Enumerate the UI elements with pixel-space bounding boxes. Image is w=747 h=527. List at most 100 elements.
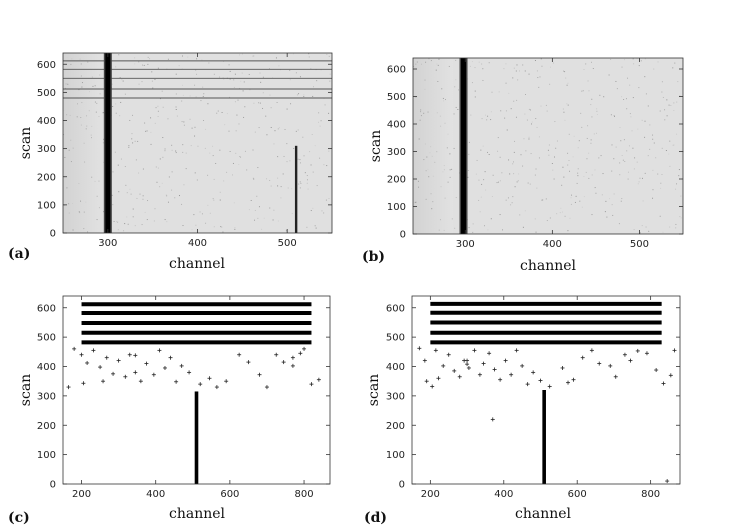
noise-speck (320, 69, 322, 71)
noise-speck (478, 179, 480, 181)
noise-speck (455, 59, 457, 61)
noise-speck (591, 98, 593, 100)
noise-speck (291, 213, 293, 215)
noise-speck (556, 213, 558, 215)
noise-speck (590, 142, 592, 144)
noise-speck (469, 65, 471, 67)
noise-speck (233, 202, 235, 204)
noise-speck (96, 195, 98, 197)
noise-speck (205, 222, 207, 224)
noise-speck (676, 183, 678, 185)
noise-speck (164, 150, 166, 152)
panel-b-ticks: 300 400 500 0 100 200 300 400 500 600 (387, 58, 683, 250)
noise-speck (80, 200, 82, 202)
noise-speck (306, 182, 308, 184)
point (151, 372, 156, 377)
noise-speck (497, 150, 499, 152)
noise-speck (312, 171, 314, 173)
point (417, 346, 422, 351)
noise-speck (81, 86, 83, 88)
noise-speck (121, 79, 123, 81)
noise-speck (669, 226, 671, 228)
noise-speck (438, 229, 440, 231)
point (525, 382, 530, 387)
noise-speck (120, 101, 122, 103)
noise-speck (257, 217, 259, 219)
noise-speck (84, 161, 86, 163)
point (104, 355, 109, 360)
noise-speck (80, 75, 82, 77)
noise-speck (233, 79, 235, 81)
noise-speck (81, 102, 83, 104)
noise-speck (286, 108, 288, 110)
noise-speck (72, 229, 74, 231)
noise-speck (627, 171, 629, 173)
noise-speck (270, 126, 272, 128)
noise-speck (575, 195, 577, 197)
noise-speck (527, 182, 529, 184)
bright-column (105, 53, 111, 233)
noise-speck (416, 61, 418, 63)
noise-speck (595, 132, 597, 134)
point (520, 363, 525, 368)
noise-speck (604, 211, 606, 213)
noise-speck (243, 81, 245, 83)
noise-speck (321, 210, 323, 212)
noise-speck (165, 194, 167, 196)
noise-speck (563, 176, 565, 178)
noise-speck (278, 65, 280, 67)
noise-speck (117, 164, 119, 166)
point (538, 378, 543, 383)
noise-speck (475, 173, 477, 175)
noise-speck (98, 207, 100, 209)
y-tick-label: 0 (50, 480, 56, 491)
noise-speck (431, 208, 433, 210)
x-tick-label: 500 (630, 239, 649, 250)
point (133, 353, 138, 358)
noise-speck (636, 161, 638, 163)
point (613, 374, 618, 379)
noise-speck (147, 200, 149, 202)
noise-speck (545, 104, 547, 106)
noise-speck (273, 209, 275, 211)
noise-speck (659, 110, 661, 112)
noise-speck (72, 202, 74, 204)
y-tick-label: 500 (37, 333, 56, 344)
noise-speck (649, 148, 651, 150)
noise-speck (314, 225, 316, 227)
noise-speck (479, 211, 481, 213)
noise-speck (621, 96, 623, 98)
noise-speck (596, 114, 598, 116)
noise-speck (222, 77, 224, 79)
noise-speck (297, 129, 299, 131)
noise-speck (519, 70, 521, 72)
noise-speck (424, 79, 426, 81)
noise-speck (548, 144, 550, 146)
noise-speck (126, 216, 128, 218)
noise-speck (524, 70, 526, 72)
noise-speck (212, 198, 214, 200)
noise-speck (513, 67, 515, 69)
noise-speck (79, 212, 81, 214)
noise-speck (481, 183, 483, 185)
noise-speck (448, 65, 450, 67)
noise-speck (591, 116, 593, 118)
noise-speck (673, 110, 675, 112)
noise-speck (183, 124, 185, 126)
noise-speck (157, 105, 159, 107)
noise-speck (152, 87, 154, 89)
noise-speck (449, 176, 451, 178)
noise-speck (308, 53, 310, 55)
noise-speck (595, 192, 597, 194)
noise-speck (132, 114, 134, 116)
noise-speck (586, 137, 588, 139)
noise-speck (586, 158, 588, 160)
point (580, 355, 585, 360)
point (457, 374, 462, 379)
noise-speck (126, 192, 128, 194)
noise-speck (590, 139, 592, 141)
noise-speck (552, 169, 554, 171)
noise-speck (665, 150, 667, 152)
noise-speck (626, 108, 628, 110)
noise-speck (222, 231, 224, 233)
